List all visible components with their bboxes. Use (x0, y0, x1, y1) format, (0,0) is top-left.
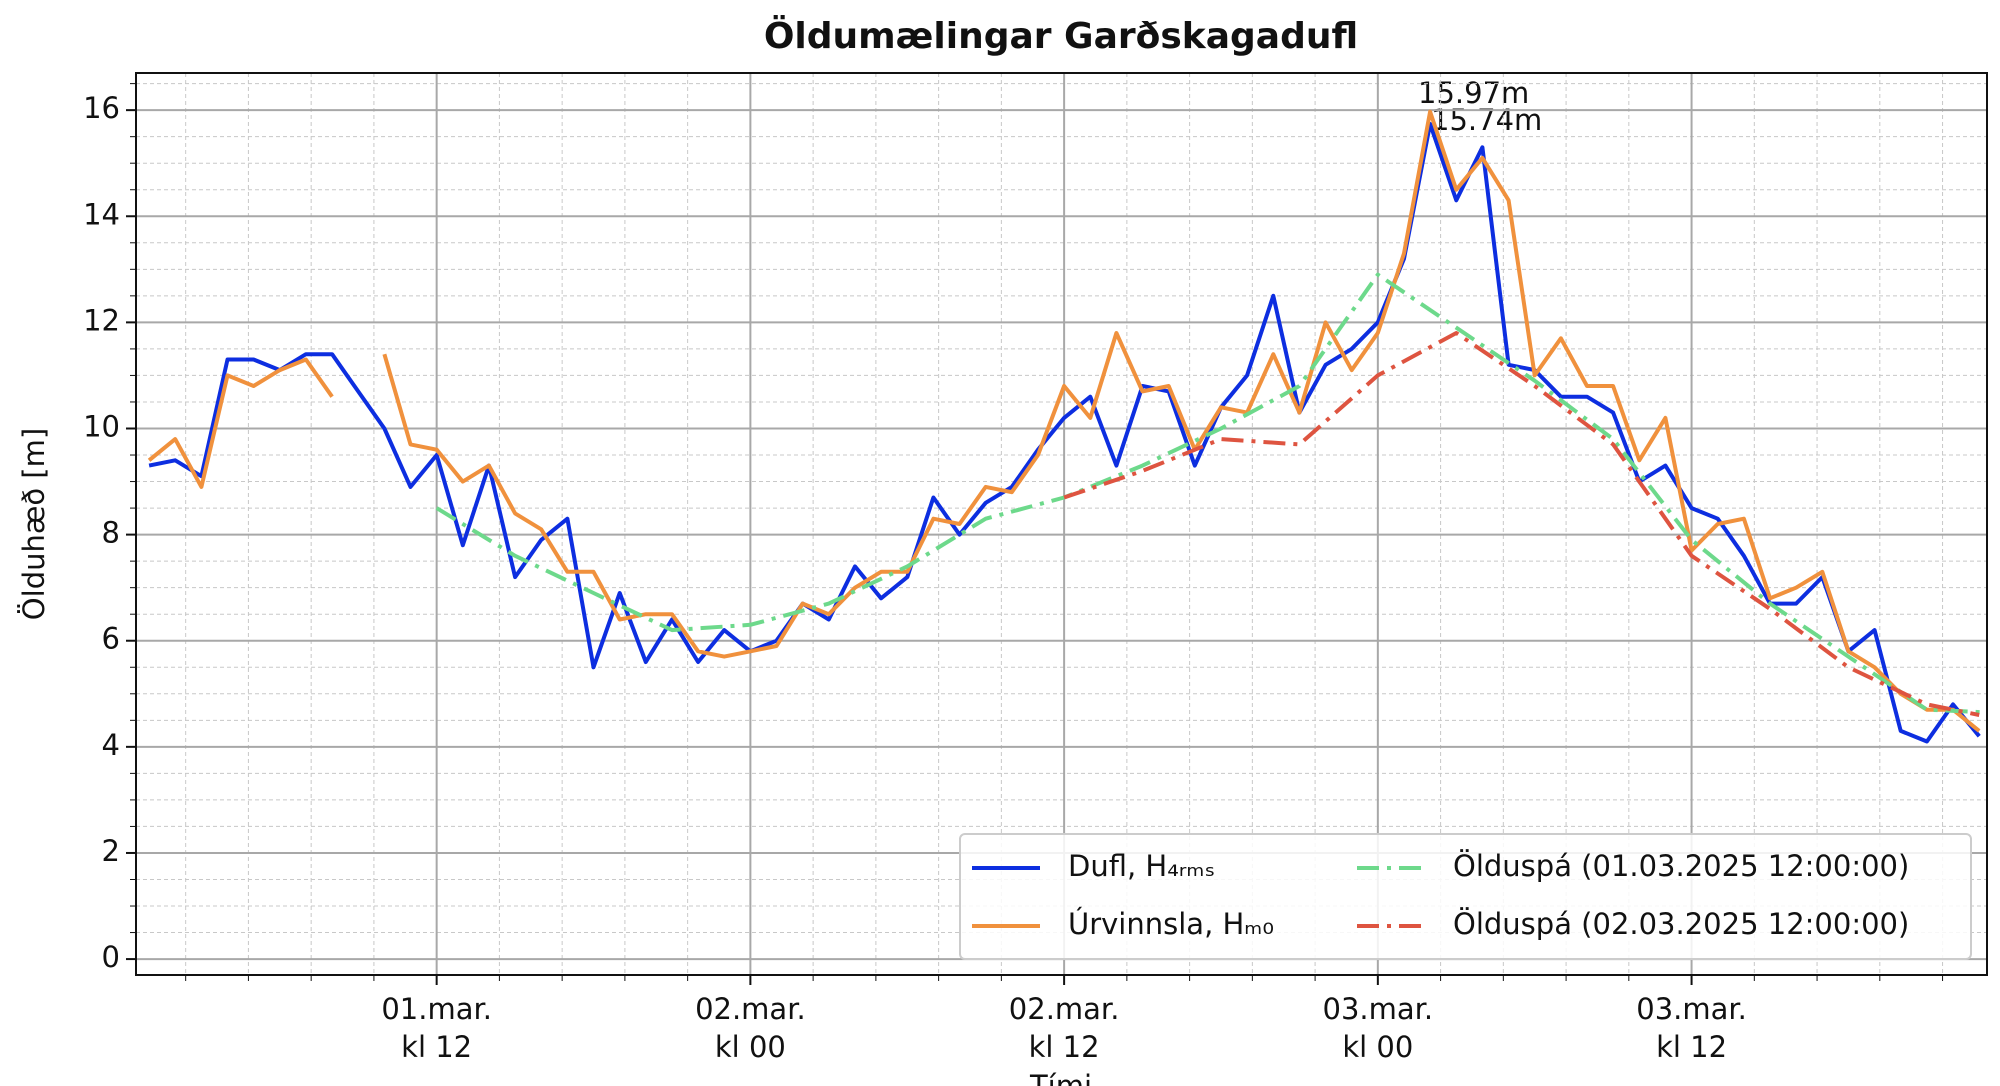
plot-frame (135, 72, 1988, 976)
x-tick-label: 03.mar. kl 00 (1323, 992, 1434, 1064)
x-tick-label: 02.mar. kl 00 (695, 992, 806, 1064)
legend-label: Ölduspá (02.03.2025 12:00:00) (1453, 907, 1909, 941)
annotation: 15.74m (1431, 103, 1542, 137)
y-tick-label: 10 (83, 409, 120, 443)
y-tick-label: 6 (102, 622, 120, 656)
legend-box (959, 833, 1972, 960)
x-tick-label: 01.mar. kl 12 (381, 992, 492, 1064)
y-tick-label: 4 (102, 728, 120, 762)
y-axis-label: Ölduhæð [m] (17, 428, 51, 620)
y-tick-label: 8 (102, 516, 120, 550)
y-tick-label: 12 (83, 303, 120, 337)
legend-label: Úrvinnsla, Hₘ₀ (1068, 907, 1274, 941)
series-line (148, 121, 1981, 744)
x-axis-label: Tími (1029, 1069, 1092, 1086)
y-tick-label: 0 (102, 940, 120, 974)
y-tick-label: 14 (83, 197, 120, 231)
series-line (435, 272, 1987, 715)
y-tick-label: 16 (83, 91, 120, 125)
series-line (147, 109, 1981, 733)
series-line (1063, 331, 1980, 717)
annotation: 15.97m (1418, 76, 1529, 110)
legend-label: Ölduspá (01.03.2025 12:00:00) (1453, 849, 1909, 883)
legend-label: Dufl, H₄ᵣₘₛ (1068, 849, 1215, 883)
x-tick-label: 03.mar. kl 12 (1636, 992, 1747, 1064)
x-tick-label: 02.mar. kl 12 (1009, 992, 1120, 1064)
chart-title: Öldumælingar Garðskagadufl (764, 15, 1358, 57)
y-tick-label: 2 (102, 834, 120, 868)
